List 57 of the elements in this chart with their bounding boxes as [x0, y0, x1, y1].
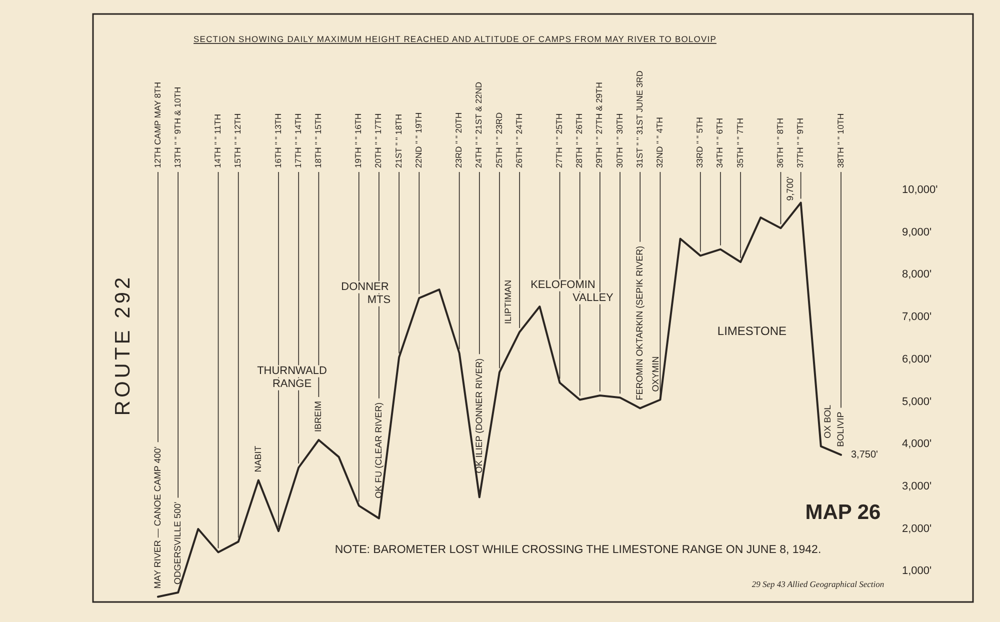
- x-tick-label: 23RD " " 20TH: [454, 112, 464, 168]
- y-tick-label: 6,000': [902, 353, 932, 366]
- y-tick-label: 8,000': [902, 268, 932, 281]
- x-tick-label: 21ST " " 18TH: [393, 114, 404, 168]
- x-tick-label: 19TH " " 16TH: [353, 113, 364, 168]
- x-tick-label: 15TH " " 12TH: [232, 113, 243, 168]
- y-tick-label: 2,000': [902, 522, 932, 535]
- annotation: 29 Sep 43 Allied Geographical Section: [752, 579, 884, 589]
- x-tick-label: 28TH " " 26TH: [574, 113, 584, 168]
- annotation: DONNER MTS: [341, 281, 391, 306]
- annotation: OX BOL: [822, 404, 832, 438]
- x-tick-label: 26TH " " 24TH: [514, 113, 524, 168]
- y-tick-label: 3,000': [902, 480, 932, 493]
- x-tick-label: 37TH " " 9TH: [795, 118, 806, 168]
- x-tick-label: 35TH " " 7TH: [734, 118, 745, 168]
- annotation: OXYMIN: [650, 356, 661, 392]
- annotation: BOLIVIP: [835, 412, 846, 447]
- annotation: NOTE: BAROMETER LOST WHILE CROSSING THE LIMESTONE RANGE ON JUNE 8, 1942.: [334, 544, 822, 556]
- annotation: 9,700': [785, 176, 796, 201]
- annotation: ODGERSVILLE 500': [172, 501, 182, 585]
- x-tick-label: 18TH " " 15TH: [312, 113, 323, 168]
- x-tick-label: 38TH " " 10TH: [835, 113, 846, 168]
- x-tick-label: 29TH " " 27TH & 29TH: [594, 82, 604, 168]
- annotation: THURNWALD RANGE: [257, 365, 327, 390]
- annotation: LIMESTONE: [717, 324, 787, 338]
- annotation: MAY RIVER — CANOE CAMP 400': [152, 446, 162, 589]
- x-tick-label: 12TH CAMP MAY 8TH: [152, 82, 162, 168]
- y-tick-label: 7,000': [902, 311, 932, 324]
- annotation: IBREIM: [313, 400, 324, 432]
- text: ROUTE 292: [112, 274, 135, 416]
- x-tick-label: 22ND " " 19TH: [413, 112, 424, 168]
- x-tick-label: 20TH " " 17TH: [373, 113, 384, 168]
- x-tick-label: 34TH " " 6TH: [714, 118, 725, 168]
- x-tick-label: 30TH " " 30TH: [614, 113, 624, 168]
- chart-title: SECTION SHOWING DAILY MAXIMUM HEIGHT REACHED AND ALTITUDE OF CAMPS FROM MAY RIVER TO BOLOVIP: [194, 34, 716, 44]
- x-tick-label: 17TH " " 14TH: [292, 113, 303, 168]
- y-tick-label: 9,000': [902, 226, 932, 238]
- x-tick-label: 36TH " " 8TH: [774, 118, 785, 168]
- x-tick-label: 32ND " " 4TH: [654, 117, 664, 168]
- y-tick-label: 5,000': [902, 396, 932, 408]
- x-tick-label: 25TH " " 23RD: [494, 112, 504, 168]
- x-tick-label: 27TH " " 25TH: [554, 113, 564, 168]
- x-tick-label: 13TH " " 9TH & 10TH: [172, 86, 182, 168]
- y-tick-label: 1,000': [902, 565, 932, 578]
- annotation: KELOFOMIN VALLEY: [530, 279, 614, 304]
- annotation: FEROMIN OKTARKIN (SEPIK RIVER): [634, 246, 644, 400]
- x-tick-label: 31ST " " 31ST JUNE 3RD: [634, 70, 644, 168]
- y-tick-label: 4,000': [902, 438, 932, 450]
- annotation: MAP 26: [805, 501, 881, 524]
- x-tick-label: 24TH " " 21ST & 22ND: [474, 82, 484, 168]
- annotation: NABIT: [252, 445, 263, 472]
- annotation: ILIPTIMAN: [502, 280, 513, 324]
- annotation: 3,750': [851, 449, 878, 460]
- y-tick-label: 10,000': [902, 184, 938, 196]
- x-tick-label: 14TH " " 11TH: [212, 114, 223, 168]
- x-tick-label: 16TH " " 13TH: [272, 113, 283, 168]
- x-tick-label: 33RD " " 5TH: [694, 117, 705, 168]
